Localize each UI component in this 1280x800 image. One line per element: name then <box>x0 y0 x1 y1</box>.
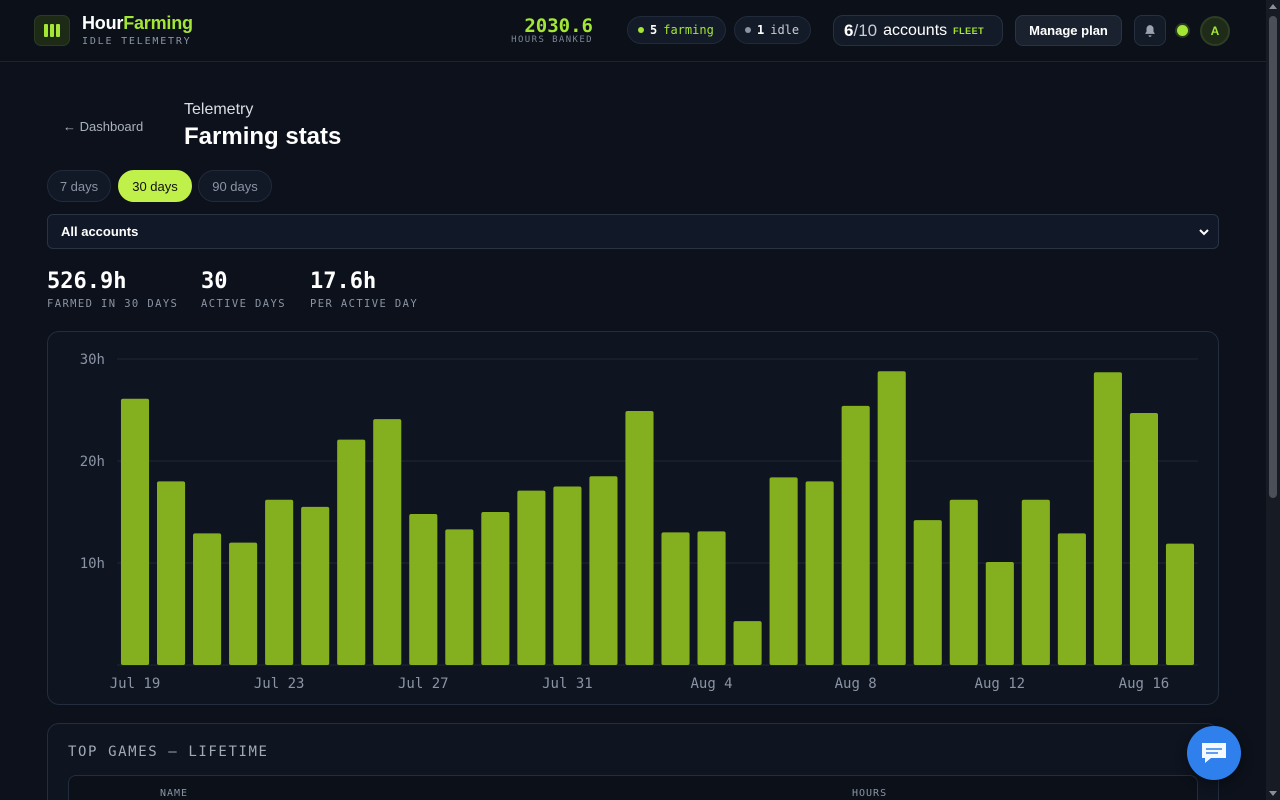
chart-bar[interactable] <box>229 542 258 665</box>
chart-bar[interactable] <box>265 499 294 665</box>
scroll-down-icon[interactable] <box>1269 791 1277 796</box>
stat-farmed: 526.9h FARMED IN 30 DAYS <box>47 269 178 310</box>
accounts-label: accounts <box>883 21 948 39</box>
chart-bar[interactable] <box>877 371 906 665</box>
scroll-up-icon[interactable] <box>1269 4 1277 9</box>
stat-active-days: 30 ACTIVE DAYS <box>201 269 286 310</box>
brand-subtitle: IDLE TELEMETRY <box>82 36 192 47</box>
accounts-usage-pill[interactable]: 6/10 accounts FLEET <box>833 15 1003 46</box>
x-tick-label: Jul 31 <box>542 676 593 692</box>
farming-label: farming <box>663 23 714 37</box>
top-games-table: NAME HOURS <box>68 775 1198 800</box>
brand-name-accent: Farming <box>123 13 193 33</box>
fleet-badge: FLEET <box>953 25 985 36</box>
farming-count: 5 <box>650 23 658 37</box>
manage-plan-button[interactable]: Manage plan <box>1015 15 1122 46</box>
stat-per-day: 17.6h PER ACTIVE DAY <box>310 269 418 310</box>
chart-bar[interactable] <box>373 419 402 665</box>
brand-logo-icon[interactable] <box>34 15 70 46</box>
page-title: Farming stats <box>184 123 342 150</box>
stat-farmed-value: 526.9h <box>47 269 127 294</box>
chart-bar[interactable] <box>1129 413 1159 665</box>
notifications-button[interactable] <box>1134 15 1166 46</box>
x-tick-label: Jul 23 <box>254 676 305 692</box>
chart-bar[interactable] <box>985 561 1014 665</box>
page-eyebrow: Telemetry <box>184 101 254 118</box>
back-to-dashboard-link[interactable]: ← Dashboard <box>63 119 144 134</box>
chart-bar[interactable] <box>661 532 690 665</box>
column-header-hours[interactable]: HOURS <box>852 788 888 799</box>
stat-active-days-value: 30 <box>201 269 228 294</box>
idle-label: idle <box>770 23 800 37</box>
hours-banked-value: 2030.6 <box>524 15 593 37</box>
stat-per-day-label: PER ACTIVE DAY <box>310 298 419 310</box>
chart-bar[interactable] <box>193 533 222 665</box>
x-tick-label: Jul 27 <box>398 676 449 692</box>
chart-bar[interactable] <box>553 486 582 666</box>
chart-bar[interactable] <box>445 529 474 665</box>
account-filter-select[interactable]: All accounts <box>47 214 1219 249</box>
x-tick-label: Jul 19 <box>110 676 161 692</box>
farming-status-pill[interactable]: 5 farming <box>627 16 726 44</box>
chart-bar[interactable] <box>1165 543 1195 665</box>
farming-bar-chart: 30h 20h 10h Jul 19 Jul 23 Jul 27 Jul 31 Aug 4 Au… <box>80 352 1198 692</box>
range-90-days-button[interactable]: 90 days <box>198 170 272 202</box>
y-tick-label: 10h <box>80 556 105 572</box>
top-bar: HourFarming IDLE TELEMETRY 2030.6 HOURS … <box>0 0 1266 62</box>
y-tick-label: 20h <box>80 454 105 470</box>
online-status-icon <box>1177 25 1188 36</box>
chart-bar[interactable] <box>805 481 834 665</box>
chart-bar[interactable] <box>1093 372 1122 665</box>
farming-dot-icon <box>638 27 644 33</box>
chart-bar[interactable] <box>156 481 186 665</box>
chart-bar[interactable] <box>625 411 654 665</box>
chart-bar[interactable] <box>949 499 978 665</box>
idle-dot-icon <box>745 27 751 33</box>
chart-bar[interactable] <box>481 512 510 665</box>
chart-bar[interactable] <box>697 531 726 665</box>
x-tick-label: Aug 16 <box>1119 676 1170 692</box>
y-tick-label: 30h <box>80 352 105 368</box>
chart-bar[interactable] <box>589 476 618 665</box>
top-games-card: TOP GAMES — LIFETIME NAME HOURS <box>47 723 1219 800</box>
brand-name-prefix: Hour <box>82 13 124 33</box>
range-7-days-button[interactable]: 7 days <box>47 170 111 202</box>
chart-bar[interactable] <box>841 405 870 665</box>
chart-bar[interactable] <box>409 514 438 665</box>
top-games-title: TOP GAMES — LIFETIME <box>68 744 269 760</box>
chart-bar[interactable] <box>769 477 798 665</box>
chat-button[interactable] <box>1187 726 1241 780</box>
accounts-used: 6 <box>844 20 854 40</box>
chart-bar[interactable] <box>517 490 546 665</box>
x-tick-label: Aug 4 <box>690 676 732 692</box>
page-scrollbar[interactable] <box>1266 0 1280 800</box>
bell-icon <box>1145 24 1155 37</box>
chart-bar[interactable] <box>1057 533 1086 665</box>
accounts-total: /10 <box>853 20 878 40</box>
chart-bar[interactable] <box>913 520 942 665</box>
stat-per-day-value: 17.6h <box>310 269 377 294</box>
account-filter-value: All accounts <box>61 224 139 239</box>
range-30-days-button[interactable]: 30 days <box>118 170 192 202</box>
x-tick-label: Aug 8 <box>835 676 877 692</box>
chevron-down-icon <box>1199 229 1209 236</box>
farming-chart-card: 30h 20h 10h Jul 19 Jul 23 Jul 27 Jul 31 Aug 4 Au… <box>47 331 1219 705</box>
scrollbar-thumb[interactable] <box>1269 16 1277 498</box>
column-header-name[interactable]: NAME <box>160 788 189 799</box>
idle-count: 1 <box>757 23 765 37</box>
hours-banked-label: HOURS BANKED <box>511 35 593 45</box>
chart-bar[interactable] <box>301 506 330 665</box>
x-tick-label: Aug 12 <box>975 676 1026 692</box>
avatar[interactable]: A <box>1200 16 1230 46</box>
chart-bar[interactable] <box>1021 499 1050 665</box>
chat-icon <box>1202 743 1226 763</box>
stat-farmed-label: FARMED IN 30 DAYS <box>47 298 179 310</box>
brand-name[interactable]: HourFarming <box>82 13 193 34</box>
chart-bar[interactable] <box>337 439 366 665</box>
stat-active-days-label: ACTIVE DAYS <box>201 298 286 310</box>
chart-bar[interactable] <box>733 621 762 665</box>
idle-status-pill[interactable]: 1 idle <box>734 16 811 44</box>
chart-bar[interactable] <box>120 398 150 665</box>
